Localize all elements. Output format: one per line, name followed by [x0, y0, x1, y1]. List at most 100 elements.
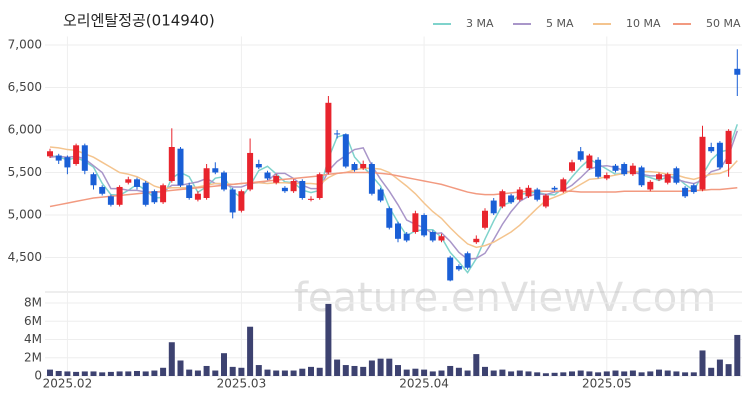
candle-body — [447, 257, 454, 281]
legend-label: 3 MA — [466, 17, 494, 30]
volume-bar — [73, 371, 80, 376]
candle-body — [673, 168, 680, 183]
volume-bar — [595, 372, 602, 376]
candle-body — [290, 181, 297, 192]
volume-bar — [699, 350, 706, 376]
volume-bar — [647, 371, 654, 376]
candle-body — [508, 195, 515, 203]
volume-bar — [586, 371, 593, 376]
volume-bar — [551, 372, 558, 376]
candle-body — [516, 189, 523, 200]
volume-bar — [360, 366, 367, 376]
candle-body — [351, 164, 358, 170]
volume-bar — [577, 370, 584, 376]
volume-bar — [299, 368, 306, 376]
candle-body — [690, 185, 697, 193]
candle-body — [490, 200, 497, 214]
chart-title: 오리엔탈정공(014940) — [63, 12, 215, 30]
y-tick-label: 6,000 — [8, 123, 42, 137]
candle-body — [386, 208, 393, 228]
volume-bar — [47, 369, 53, 376]
candle-body — [534, 189, 541, 200]
volume-bar — [134, 370, 140, 376]
legend-label: 10 MA — [626, 17, 661, 30]
candle-body — [699, 136, 706, 190]
volume-bar — [412, 368, 419, 376]
volume-bar — [386, 358, 393, 376]
volume-bar — [116, 371, 123, 376]
candle-body — [255, 164, 262, 168]
volume-bar — [212, 370, 219, 376]
candle-body — [716, 142, 723, 168]
volume-bar — [673, 371, 680, 376]
candle-body — [412, 213, 419, 232]
volume-bar — [534, 372, 541, 376]
y-tick-label: 4M — [24, 332, 42, 346]
candle-body — [47, 151, 53, 157]
y-tick-label: 4,500 — [8, 250, 42, 264]
y-tick-label: 2M — [24, 350, 42, 364]
volume-bar — [708, 367, 715, 376]
candle-body — [116, 186, 123, 205]
volume-bar — [177, 360, 184, 376]
candle-body — [586, 155, 593, 169]
volume-bar — [125, 371, 132, 376]
candle-body — [595, 159, 602, 177]
volume-bar — [473, 354, 480, 376]
candle-body — [64, 157, 71, 168]
y-tick-label: 0 — [34, 369, 42, 383]
volume-bar — [629, 370, 636, 376]
y-tick-label: 5,500 — [8, 165, 42, 179]
volume-bar — [447, 365, 454, 376]
candle-body — [212, 168, 219, 173]
volume-bar — [281, 370, 288, 376]
candle-body — [473, 238, 480, 243]
volume-bar — [203, 365, 210, 376]
candle-body — [734, 68, 741, 75]
volume-bar — [421, 369, 428, 376]
candle-body — [621, 164, 628, 175]
volume-bar — [569, 371, 575, 376]
candle-body — [177, 148, 184, 186]
volume-bar — [395, 365, 401, 376]
candle-body — [377, 189, 384, 201]
candle-body — [203, 168, 210, 198]
candle-body — [168, 147, 175, 181]
candle-body — [525, 187, 532, 197]
volume-bar — [81, 371, 88, 376]
volume-bar — [168, 342, 175, 376]
volume-bar — [525, 371, 532, 376]
candle-body — [395, 223, 401, 239]
candle-body — [664, 174, 671, 183]
y-tick-label: 6,500 — [8, 80, 42, 94]
volume-bar — [482, 366, 488, 376]
volume-bar — [160, 367, 167, 376]
volume-bar — [238, 367, 245, 376]
candle-body — [569, 162, 575, 171]
volume-bar — [725, 364, 732, 376]
volume-bar — [290, 370, 297, 376]
candle-body — [325, 102, 332, 173]
candle-body — [429, 232, 436, 241]
volume-bar — [508, 371, 515, 376]
candle-body — [656, 174, 662, 180]
candle-body — [99, 186, 106, 194]
volume-bar — [255, 365, 262, 376]
volume-bar — [186, 369, 193, 376]
volume-bar — [351, 365, 358, 376]
candle-body — [281, 187, 288, 192]
volume-bar — [716, 359, 723, 376]
volume-bar — [308, 366, 314, 376]
candle-body — [647, 181, 654, 190]
candle-body — [438, 236, 445, 241]
candle-body — [551, 187, 558, 190]
candle-body — [308, 198, 314, 200]
candle-body — [229, 189, 236, 213]
y-tick-label: 8M — [24, 296, 42, 310]
candle-body — [455, 266, 462, 270]
volume-bar — [342, 365, 349, 376]
candle-body — [499, 191, 506, 207]
volume-bar — [221, 353, 227, 376]
volume-bar — [142, 371, 149, 376]
candle-body — [160, 185, 167, 203]
